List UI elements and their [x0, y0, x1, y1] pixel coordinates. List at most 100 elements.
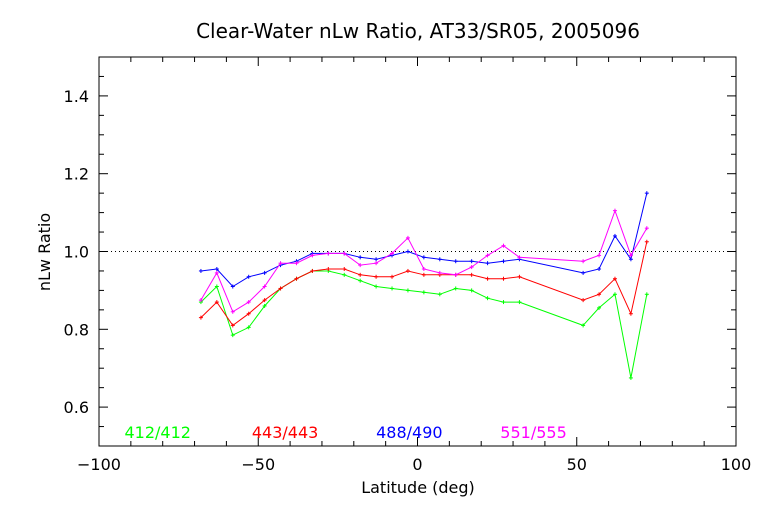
data-point [342, 251, 347, 256]
x-tick-label: 50 [567, 455, 587, 474]
data-point [469, 265, 474, 270]
series-line [200, 241, 648, 327]
data-point [214, 270, 219, 275]
data-point [628, 375, 633, 380]
y-tick-label: 1.4 [64, 87, 89, 106]
series-line [200, 270, 648, 378]
data-point [517, 255, 522, 260]
data-point [405, 268, 410, 273]
y-tick-label: 0.8 [64, 320, 89, 339]
plot-frame [98, 56, 737, 447]
data-point [198, 298, 203, 303]
data-point [469, 288, 474, 293]
series-line [200, 209, 648, 313]
legend-entry: 412/412 [124, 423, 190, 442]
data-point [485, 276, 490, 281]
data-point [358, 272, 363, 277]
data-point [358, 255, 363, 260]
data-point [581, 298, 586, 303]
y-tick-label: 1.0 [64, 243, 89, 262]
data-point [517, 274, 522, 279]
legend-group: 412/412 443/443 488/490 551/555 [124, 423, 566, 442]
data-point [644, 191, 649, 196]
series-4 [198, 208, 649, 314]
series-1 [198, 268, 649, 380]
data-point [485, 261, 490, 266]
data-point [453, 259, 458, 264]
data-point [278, 286, 283, 291]
data-point [374, 274, 379, 279]
data-point [310, 268, 315, 273]
data-point [628, 311, 633, 316]
data-point [644, 239, 649, 244]
data-point [501, 259, 506, 264]
data-point [342, 267, 347, 272]
data-point [246, 311, 251, 316]
data-point [612, 276, 617, 281]
data-point [374, 284, 379, 289]
data-point [390, 274, 395, 279]
data-point [262, 298, 267, 303]
data-point [246, 325, 251, 330]
data-point [405, 288, 410, 293]
data-point [374, 257, 379, 262]
x-tick-label: −100 [77, 455, 121, 474]
data-point [581, 259, 586, 264]
data-point [597, 292, 602, 297]
data-point [421, 255, 426, 260]
data-point [214, 267, 219, 272]
data-point [597, 267, 602, 272]
data-point [501, 276, 506, 281]
data-point [612, 233, 617, 238]
data-point [326, 267, 331, 272]
data-point [644, 292, 649, 297]
x-axis-label: Latitude (deg) [361, 478, 475, 497]
data-point [437, 292, 442, 297]
data-point [214, 284, 219, 289]
data-point [390, 251, 395, 256]
data-point [294, 261, 299, 266]
data-point [374, 261, 379, 266]
data-point [278, 261, 283, 266]
data-point [262, 270, 267, 275]
data-point [294, 276, 299, 281]
legend-entry: 488/490 [376, 423, 442, 442]
data-point [597, 253, 602, 258]
data-point [437, 257, 442, 262]
data-point [262, 284, 267, 289]
data-point [342, 272, 347, 277]
data-point [644, 226, 649, 231]
data-point [230, 323, 235, 328]
data-point [358, 278, 363, 283]
data-point [581, 270, 586, 275]
data-point [405, 249, 410, 254]
data-point [390, 286, 395, 291]
y-axis-label: nLw Ratio [35, 213, 54, 291]
series-line [200, 193, 648, 288]
x-tick-label: 100 [721, 455, 752, 474]
data-point [612, 292, 617, 297]
data-point [612, 208, 617, 213]
legend-entry: 443/443 [252, 423, 318, 442]
data-point [246, 274, 251, 279]
data-point [230, 309, 235, 314]
y-tick-label: 0.6 [64, 398, 89, 417]
x-tick-label: 0 [412, 455, 422, 474]
data-point [485, 253, 490, 258]
data-point [501, 300, 506, 305]
chart-title: Clear-Water nLw Ratio, AT33/SR05, 200509… [196, 19, 640, 43]
data-point [628, 257, 633, 262]
data-point [198, 268, 203, 273]
data-point [469, 259, 474, 264]
y-tick-label: 1.2 [64, 165, 89, 184]
data-point [326, 251, 331, 256]
data-point [421, 267, 426, 272]
data-point [262, 303, 267, 308]
data-point [246, 300, 251, 305]
data-point [581, 323, 586, 328]
data-point [421, 272, 426, 277]
data-point [453, 286, 458, 291]
data-point [628, 253, 633, 258]
